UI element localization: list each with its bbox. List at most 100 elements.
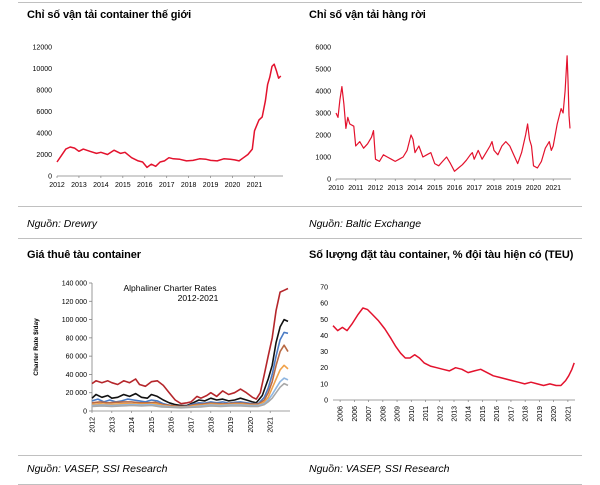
series-line xyxy=(91,318,289,407)
y-tick-label: 60 000 xyxy=(66,354,88,361)
panel3-title: Giá thuê tàu container xyxy=(27,249,141,261)
x-tick-label: 2012 xyxy=(437,406,444,422)
x-tick-label: 2017 xyxy=(466,185,482,192)
x-tick-label: 2007 xyxy=(366,406,373,422)
x-tick-label: 2013 xyxy=(452,406,459,422)
x-tick-label: 2006 xyxy=(338,406,345,422)
series-line xyxy=(91,382,289,409)
panel4-title: Số lượng đặt tàu container, % đội tàu hi… xyxy=(309,249,574,261)
x-tick-label: 2015 xyxy=(115,182,131,189)
series-line xyxy=(332,307,575,387)
rule-middle-top xyxy=(18,206,582,207)
rule-bottom-top xyxy=(18,455,582,456)
x-tick-label: 2018 xyxy=(486,185,502,192)
x-tick-label: 2013 xyxy=(71,182,87,189)
x-tick-label: 2014 xyxy=(93,182,109,189)
y-tick-label: 2000 xyxy=(315,133,331,140)
y-tick-label: 4000 xyxy=(36,131,52,138)
series-line xyxy=(91,331,289,408)
x-tick-label: 2006 xyxy=(352,406,359,422)
x-tick-label: 2015 xyxy=(149,417,156,433)
panel3-source: Nguồn: VASEP, SSI Research xyxy=(27,463,168,475)
y-tick-label: 3000 xyxy=(315,111,331,118)
y-tick-label: 140 000 xyxy=(62,281,87,288)
panel2-source: Nguồn: Baltic Exchange xyxy=(309,218,422,230)
x-tick-label: 2018 xyxy=(208,417,215,433)
x-tick-label: 2016 xyxy=(137,182,153,189)
x-tick-label: 2013 xyxy=(387,185,403,192)
y-tick-label: 60 xyxy=(320,301,328,308)
panel2-title: Chỉ số vận tải hàng rời xyxy=(309,9,426,21)
y-tick-label: 100 000 xyxy=(62,317,87,324)
x-tick-label: 2017 xyxy=(508,406,515,422)
x-tick-label: 2012 xyxy=(90,417,97,433)
y-tick-label: 10000 xyxy=(33,66,53,73)
x-tick-label: 2016 xyxy=(169,417,176,433)
panel4-source: Nguồn: VASEP, SSI Research xyxy=(309,463,450,475)
x-tick-label: 2014 xyxy=(129,417,136,433)
inset-chart-title: Alphaliner Charter Rates xyxy=(123,283,216,293)
series-line xyxy=(56,63,282,169)
x-tick-label: 2010 xyxy=(328,185,344,192)
x-tick-label: 2009 xyxy=(395,406,402,422)
y-tick-label: 12000 xyxy=(33,45,53,52)
y-tick-label: 30 xyxy=(320,349,328,356)
x-tick-label: 2015 xyxy=(480,406,487,422)
rule-top xyxy=(18,2,582,3)
y-tick-label: 20 000 xyxy=(66,390,88,397)
x-tick-label: 2013 xyxy=(109,417,116,433)
x-tick-label: 2012 xyxy=(49,182,65,189)
series-line xyxy=(91,287,289,405)
x-tick-label: 2014 xyxy=(407,185,423,192)
y-tick-label: 0 xyxy=(324,398,328,405)
series-line xyxy=(91,344,289,408)
x-tick-label: 2008 xyxy=(380,406,387,422)
series-line xyxy=(335,55,571,172)
x-tick-label: 2015 xyxy=(427,185,443,192)
y-tick-label: 0 xyxy=(327,177,331,184)
x-tick-label: 2021 xyxy=(268,417,275,433)
x-tick-label: 2020 xyxy=(526,185,542,192)
y-tick-label: 0 xyxy=(48,174,52,181)
y-tick-label: 70 xyxy=(320,285,328,292)
x-tick-label: 2021 xyxy=(545,185,561,192)
x-tick-label: 2010 xyxy=(409,406,416,422)
y-tick-label: 0 xyxy=(83,409,87,416)
y-tick-label: 10 xyxy=(320,381,328,388)
x-tick-label: 2020 xyxy=(248,417,255,433)
y-tick-label: 40 xyxy=(320,333,328,340)
x-tick-label: 2017 xyxy=(159,182,175,189)
x-tick-label: 2019 xyxy=(203,182,219,189)
x-tick-label: 2012 xyxy=(368,185,384,192)
x-tick-label: 2019 xyxy=(537,406,544,422)
x-tick-label: 2014 xyxy=(466,406,473,422)
x-tick-label: 2018 xyxy=(181,182,197,189)
x-tick-label: 2011 xyxy=(348,185,363,192)
x-tick-label: 2016 xyxy=(494,406,501,422)
x-tick-label: 2019 xyxy=(228,417,235,433)
x-tick-label: 2020 xyxy=(225,182,241,189)
y-tick-label: 4000 xyxy=(315,89,331,96)
y-tick-label: 50 xyxy=(320,317,328,324)
y-tick-label: 1000 xyxy=(315,155,331,162)
y-tick-label: 8000 xyxy=(36,88,52,95)
rule-middle-bottom xyxy=(18,238,582,239)
y-tick-label: 20 xyxy=(320,365,328,372)
panel1-source: Nguồn: Drewry xyxy=(27,218,98,230)
y-tick-label: 6000 xyxy=(36,109,52,116)
x-tick-label: 2020 xyxy=(551,406,558,422)
y-tick-label: 120 000 xyxy=(62,299,87,306)
x-tick-label: 2021 xyxy=(247,182,263,189)
y-tick-label: 80 000 xyxy=(66,335,88,342)
y-tick-label: 40 000 xyxy=(66,372,88,379)
y-tick-label: 5000 xyxy=(315,67,331,74)
x-tick-label: 2017 xyxy=(189,417,196,433)
panel1-title: Chỉ số vận tải container thế giới xyxy=(27,9,192,21)
x-tick-label: 2021 xyxy=(565,406,572,422)
x-tick-label: 2018 xyxy=(523,406,530,422)
x-tick-label: 2011 xyxy=(423,406,430,421)
